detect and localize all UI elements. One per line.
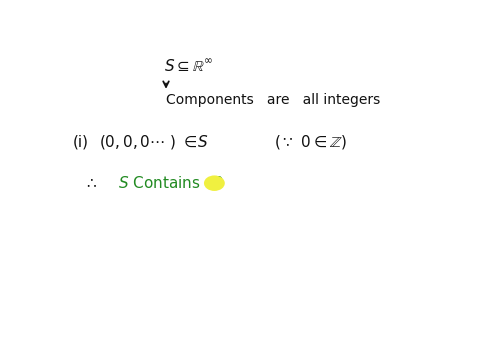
- Circle shape: [204, 175, 225, 191]
- Text: (i): (i): [73, 134, 89, 149]
- Text: $(0, 0, 0 \cdots\ )\ \in\! S$: $(0, 0, 0 \cdots\ )\ \in\! S$: [99, 132, 209, 150]
- Text: $\mathit{S} \subseteq \mathbb{R}^{\infty}$: $\mathit{S} \subseteq \mathbb{R}^{\infty…: [164, 59, 214, 75]
- Text: $\therefore$: $\therefore$: [84, 176, 98, 190]
- Text: $S$ Contains   0: $S$ Contains 0: [118, 175, 224, 191]
- Text: $(\because\ 0 \in \mathbb{Z})$: $(\because\ 0 \in \mathbb{Z})$: [274, 132, 348, 150]
- Text: Components   are   all integers: Components are all integers: [166, 93, 380, 107]
